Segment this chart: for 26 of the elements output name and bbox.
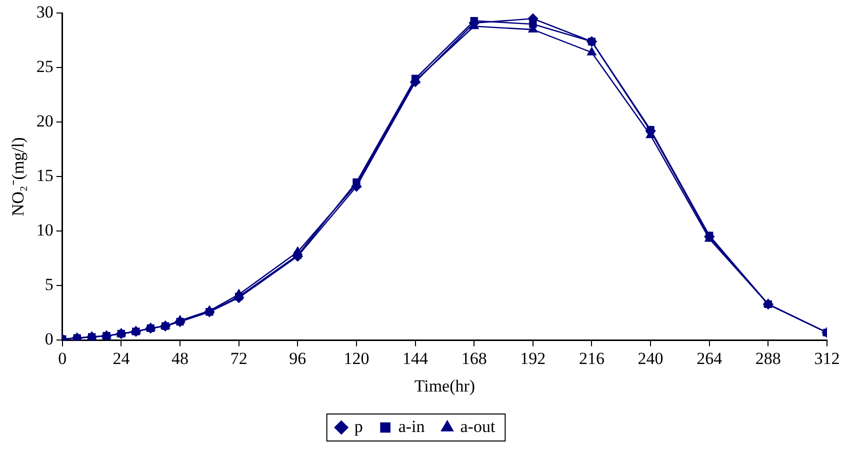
x-tick-label: 240	[638, 348, 664, 368]
x-tick-label: 168	[461, 348, 487, 368]
x-tick-label: 264	[696, 348, 723, 368]
y-tick-label: 25	[36, 57, 54, 76]
x-tick-label: 216	[578, 348, 604, 368]
y-tick-label: 20	[36, 112, 54, 131]
x-tick-label: 312	[814, 348, 840, 368]
x-tick-label: 72	[230, 348, 248, 368]
x-tick-label: 96	[289, 348, 306, 368]
x-tick-label: 120	[344, 348, 370, 368]
x-tick-label: 0	[58, 348, 67, 368]
legend-label: a-in	[398, 416, 426, 436]
y-tick-label: 5	[44, 275, 54, 294]
y-tick-label: 30	[36, 2, 54, 22]
x-tick-label: 48	[172, 348, 189, 368]
x-axis-title: Time(hr)	[414, 376, 476, 396]
y-axis-title: NO₂⁻(mg/l)	[8, 137, 28, 216]
x-tick-label: 24	[112, 348, 130, 368]
y-tick-label: 15	[36, 166, 54, 186]
legend-label: a-out	[460, 416, 496, 436]
x-tick-label: 192	[520, 348, 546, 368]
x-tick-label: 144	[402, 348, 429, 368]
legend-label: p	[354, 416, 363, 436]
y-tick-label: 0	[44, 330, 54, 349]
x-tick-label: 288	[755, 348, 781, 368]
y-tick-label: 10	[36, 220, 54, 240]
